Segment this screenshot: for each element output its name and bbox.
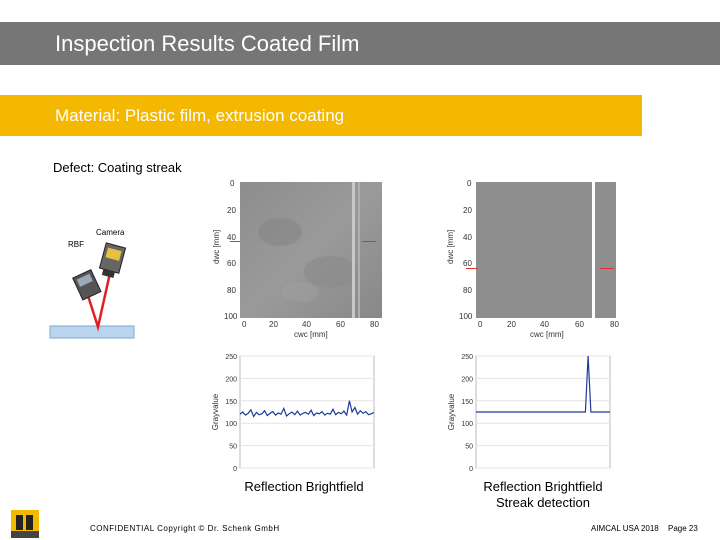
company-logo <box>11 510 39 538</box>
detected-streak <box>592 182 595 318</box>
plot-area <box>239 355 375 469</box>
defect-label: Defect: Coating streak <box>53 160 182 175</box>
y-tick-label: 200 <box>461 376 473 383</box>
y-tick: 40 <box>227 233 236 242</box>
left-image-xlabel: cwc [mm] <box>294 330 328 339</box>
y-tick-label: 250 <box>461 354 473 361</box>
chart-ylabel: Grayvalue <box>447 393 456 430</box>
y-tick: 40 <box>463 233 472 242</box>
y-tick: 20 <box>227 206 236 215</box>
footer-copyright: CONFIDENTIAL Copyright © Dr. Schenk GmbH <box>90 524 280 533</box>
y-tick-label: 150 <box>461 399 473 406</box>
y-tick-label: 250 <box>225 354 237 361</box>
x-tick: 80 <box>370 320 379 329</box>
x-tick: 0 <box>242 320 247 329</box>
rbf-label: RBF <box>68 240 84 249</box>
row-marker-left <box>466 268 478 269</box>
x-tick: 60 <box>336 320 345 329</box>
left-caption: Reflection Brightfield <box>244 479 364 494</box>
profile-line <box>239 400 375 418</box>
y-tick: 60 <box>463 259 472 268</box>
right-profile-chart: 0 50 100 150 200 250 Grayvalue <box>447 354 611 473</box>
row-marker-right <box>362 241 376 242</box>
x-tick: 80 <box>610 320 619 329</box>
camera-setup-diagram: Camera RBF <box>49 228 135 339</box>
left-image-ylabel: dwc [mm] <box>212 229 221 264</box>
right-image-ylabel: dwc [mm] <box>446 229 455 264</box>
y-tick: 100 <box>459 312 473 321</box>
y-tick-label: 50 <box>465 444 473 451</box>
camera-icon <box>98 242 127 278</box>
camera-label: Camera <box>96 228 125 237</box>
y-tick-label: 100 <box>461 421 473 428</box>
y-tick: 60 <box>227 259 236 268</box>
y-tick: 0 <box>230 179 235 188</box>
right-detection-image <box>476 182 616 318</box>
y-tick: 80 <box>463 286 472 295</box>
y-tick-label: 50 <box>229 444 237 451</box>
coating-streak <box>352 182 355 318</box>
row-marker-left <box>230 241 240 242</box>
profile-line <box>476 355 610 413</box>
row-marker-right <box>600 268 614 269</box>
y-tick-label: 0 <box>233 466 237 473</box>
y-tick-label: 0 <box>469 466 473 473</box>
y-tick: 0 <box>467 179 472 188</box>
y-tick-label: 150 <box>225 399 237 406</box>
film-surface <box>49 325 135 339</box>
x-tick: 20 <box>507 320 516 329</box>
left-profile-chart: 0 50 100 150 200 250 Grayvalue <box>211 354 375 473</box>
right-caption-line1: Reflection Brightfield <box>483 479 603 494</box>
x-tick: 20 <box>269 320 278 329</box>
y-tick: 80 <box>227 286 236 295</box>
light-source-icon <box>72 269 102 301</box>
subtitle-bar <box>0 95 642 136</box>
x-tick: 40 <box>540 320 549 329</box>
page-number: Page 23 <box>668 524 698 533</box>
y-tick: 100 <box>224 312 238 321</box>
y-tick-label: 200 <box>225 376 237 383</box>
footer-event: AIMCAL USA 2018 <box>591 524 659 533</box>
x-tick: 40 <box>302 320 311 329</box>
x-tick: 0 <box>478 320 483 329</box>
y-tick-label: 100 <box>225 421 237 428</box>
slide-title: Inspection Results Coated Film <box>55 31 360 56</box>
left-film-image <box>240 182 382 318</box>
chart-ylabel: Grayvalue <box>211 393 220 430</box>
x-tick: 60 <box>575 320 584 329</box>
slide-subtitle: Material: Plastic film, extrusion coatin… <box>55 106 345 125</box>
right-caption-line2: Streak detection <box>496 495 590 510</box>
title-bar <box>0 22 720 65</box>
y-tick: 20 <box>463 206 472 215</box>
right-image-xlabel: cwc [mm] <box>530 330 564 339</box>
